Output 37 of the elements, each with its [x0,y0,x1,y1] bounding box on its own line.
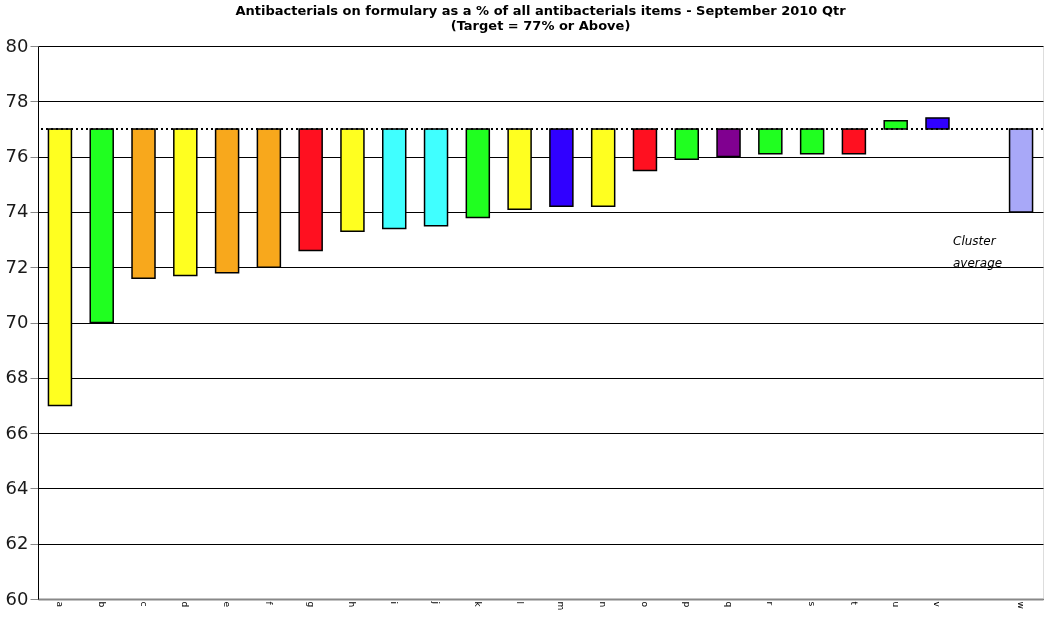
x-tick-label: h [347,601,358,608]
x-tick-label: c [138,601,149,607]
y-tick-label: 78 [5,89,29,111]
y-tick-label: 64 [5,476,29,498]
y-tick-label: 70 [5,311,29,332]
annotation: Cluster average [953,234,1003,270]
y-tick-label: 60 [5,587,29,609]
x-tick-label: e [222,601,233,608]
y-tick-label: 76 [5,145,29,167]
x-tick-label: w [1016,601,1027,609]
x-tick-label: k [472,601,483,608]
x-tick-label: m [556,601,567,611]
x-tick-label: d [180,601,191,608]
x-tick-label: b [96,601,107,608]
y-tick-label: 62 [5,532,29,554]
chart-title: Antibacterials on formulary as a % of all antibacterials items - September 2010 Qtr [235,3,847,18]
x-tick-label: a [54,601,65,608]
x-tick-label: u [890,601,901,608]
x-tick-label: r [765,601,776,606]
y-tick-label: 68 [5,366,29,388]
x-tick-label: i [389,601,400,605]
x-tick-label: j [431,600,442,605]
y-tick-label: 74 [5,200,29,222]
x-tick-label: t [848,601,859,606]
x-tick-label: s [807,601,818,607]
y-tick-label: 80 [5,34,29,56]
y-tick-label: 72 [5,255,29,277]
y-tick-label: 66 [5,421,29,443]
x-tick-label: l [514,601,525,605]
chart-subtitle: (Target = 77% or Above) [450,18,631,33]
x-tick-label: q [723,601,734,608]
x-tick-label: g [305,601,316,608]
x-tick-label: o [639,601,650,608]
x-tick-label: v [932,601,943,608]
x-tick-label: n [598,601,609,608]
x-tick-label: f [263,601,274,606]
x-tick-label: p [681,601,692,608]
